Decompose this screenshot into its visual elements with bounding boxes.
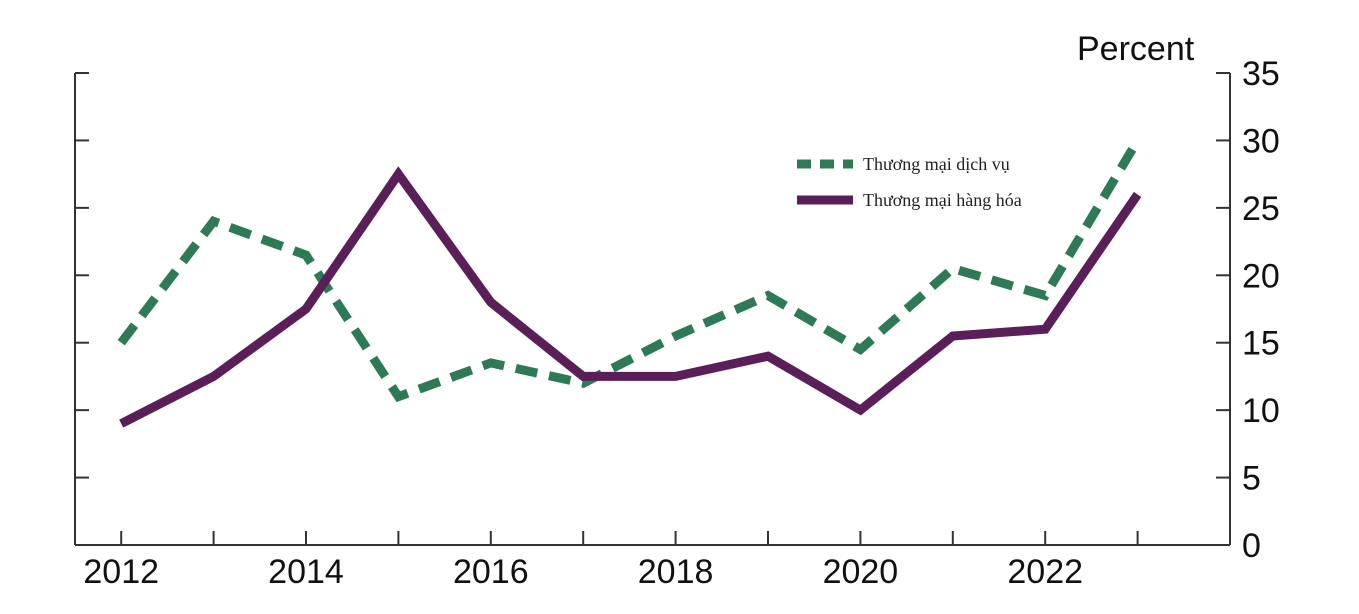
x-tick-label: 2016 (453, 553, 529, 591)
x-tick-label: 2020 (823, 553, 899, 591)
y-tick-label: 10 (1242, 392, 1280, 430)
y-tick-label: 5 (1242, 460, 1261, 498)
y-axis-unit-label: Percent (1077, 30, 1195, 68)
x-tick-label: 2014 (268, 553, 344, 591)
y-tick-label: 35 (1242, 55, 1280, 93)
y-tick-label: 15 (1242, 325, 1280, 363)
legend: Thương mại dịch vụ Thương mại hàng hóa (795, 146, 1022, 218)
y-tick-label: 20 (1242, 257, 1280, 295)
legend-item-goods: Thương mại hàng hóa (795, 182, 1022, 218)
x-tick-label: 2022 (1007, 553, 1083, 591)
legend-label-services: Thương mại dịch vụ (863, 153, 1010, 174)
y-tick-label: 0 (1242, 527, 1261, 565)
x-tick-label: 2018 (638, 553, 714, 591)
legend-item-services: Thương mại dịch vụ (795, 146, 1022, 182)
y-tick-label: 25 (1242, 190, 1280, 228)
x-tick-label: 2012 (83, 553, 159, 591)
legend-swatch-dashed (795, 158, 855, 170)
series-line-goods (119, 166, 1142, 428)
series-line-services (117, 138, 1142, 403)
y-tick-label: 30 (1242, 122, 1280, 160)
legend-label-goods: Thương mại hàng hóa (863, 189, 1022, 210)
legend-swatch-solid (795, 194, 855, 206)
